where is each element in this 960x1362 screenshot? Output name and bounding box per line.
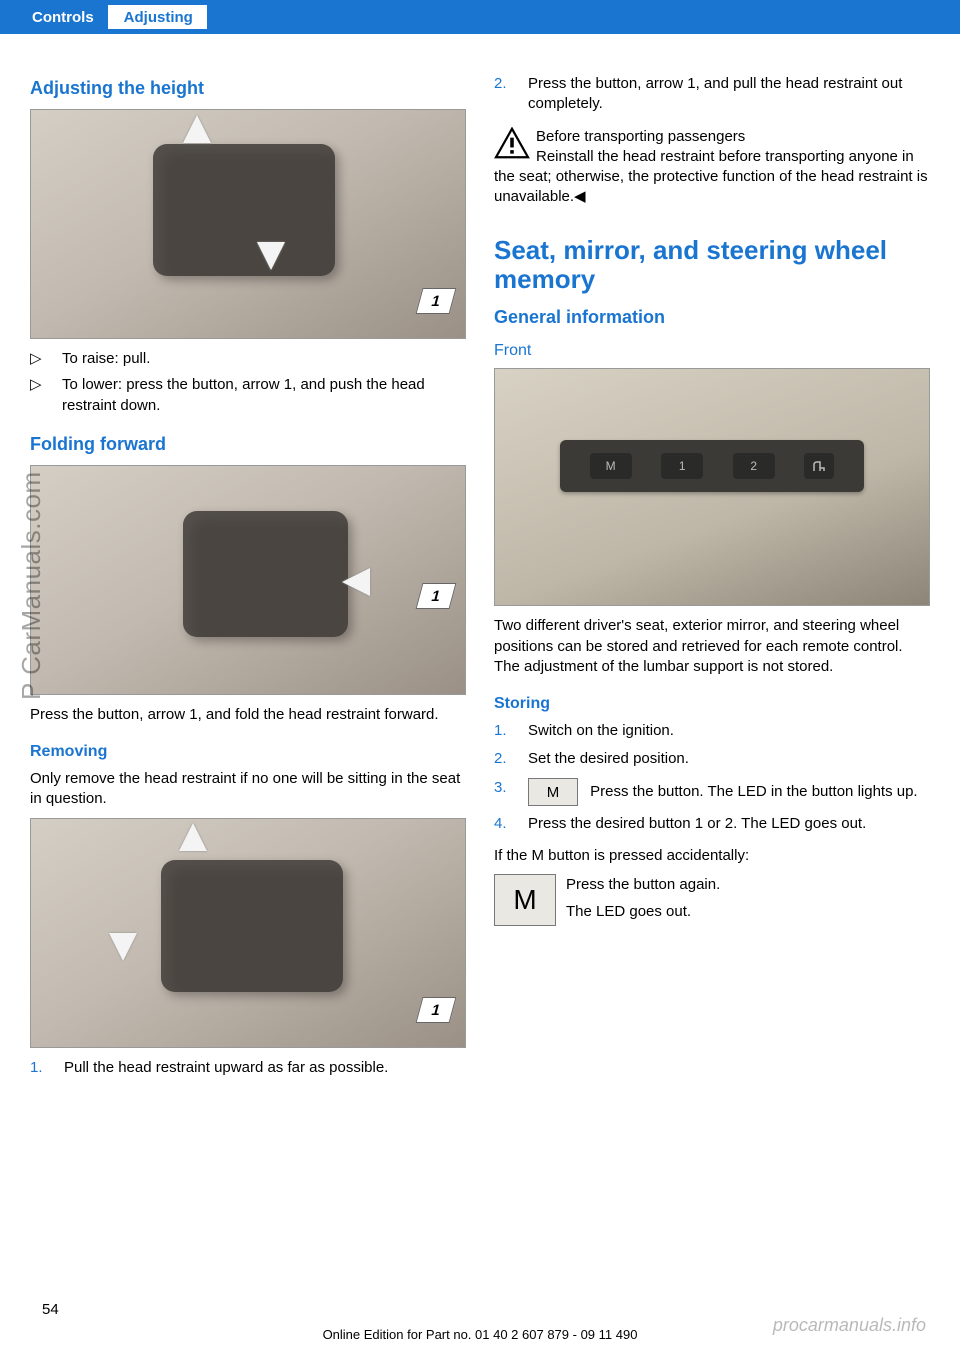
arrow-left-icon <box>342 568 370 596</box>
step-number: 2. <box>494 749 514 769</box>
step-number: 2. <box>494 74 514 115</box>
heading-general-info: General information <box>494 307 930 328</box>
removing-step-2: 2. Press the button, arrow 1, and pull t… <box>494 74 930 115</box>
step-text: Set the desired position. <box>528 749 930 769</box>
folding-text: Press the button, arrow 1, and fold the … <box>30 705 466 725</box>
bullet-text: To lower: press the button, arrow 1, and… <box>62 375 466 416</box>
m-button-icon: M <box>528 778 578 806</box>
step-3-text: Press the button. The LED in the button … <box>590 783 917 800</box>
figure-label-1: 1 <box>416 583 457 609</box>
header-adjusting-label: Adjusting <box>108 5 207 29</box>
headrest-illustration <box>153 144 335 276</box>
step-number: 1. <box>30 1058 50 1078</box>
front-description: Two different driver's seat, exterior mi… <box>494 616 930 677</box>
removing-text: Only remove the head restraint if no one… <box>30 769 466 810</box>
arrow-down-icon <box>109 933 137 961</box>
list-item: ▷ To raise: pull. <box>30 349 466 369</box>
content-area: Adjusting the height 1 ▷ To raise: pull.… <box>0 34 960 1090</box>
arrow-up-icon <box>179 823 207 851</box>
warning-block: Before transporting passengers Reinstall… <box>494 127 930 208</box>
arrow-up-icon <box>183 115 211 143</box>
step-text: Switch on the ignition. <box>528 721 930 741</box>
page-header: Controls Adjusting <box>0 0 960 34</box>
headrest-illustration <box>183 511 348 636</box>
step-text: M Press the button. The LED in the butto… <box>528 778 930 806</box>
m-accidental-text: If the M button is pressed accidentally: <box>494 846 930 866</box>
list-item: 4. Press the desired button 1 or 2. The … <box>494 814 930 834</box>
warning-body: Reinstall the head restraint before tran… <box>494 148 928 206</box>
memory-2-button: 2 <box>733 453 775 479</box>
list-item: 1. Pull the head restraint upward as far… <box>30 1058 466 1078</box>
step-text: Pull the head restraint upward as far as… <box>64 1058 466 1078</box>
heading-removing: Removing <box>30 743 466 761</box>
figure-memory-panel: M 1 2 <box>494 368 930 606</box>
list-item: 3. M Press the button. The LED in the bu… <box>494 778 930 806</box>
m-block-line2: The LED goes out. <box>494 901 930 922</box>
list-item: 2. Press the button, arrow 1, and pull t… <box>494 74 930 115</box>
step-text: Press the button, arrow 1, and pull the … <box>528 74 930 115</box>
headrest-illustration <box>161 860 343 992</box>
heading-front: Front <box>494 342 930 360</box>
warning-title: Before transporting passengers <box>494 127 930 147</box>
left-column: Adjusting the height 1 ▷ To raise: pull.… <box>30 74 466 1090</box>
arrow-down-icon <box>257 242 285 270</box>
memory-button-panel: M 1 2 <box>560 440 864 492</box>
list-item: 1. Switch on the ignition. <box>494 721 930 741</box>
memory-1-button: 1 <box>661 453 703 479</box>
heading-adjusting-height: Adjusting the height <box>30 78 466 99</box>
bullet-marker-icon: ▷ <box>30 349 50 369</box>
m-block-line1: Press the button again. <box>494 874 930 895</box>
footer-line: Online Edition for Part no. 01 40 2 607 … <box>0 1327 960 1342</box>
heading-storing: Storing <box>494 695 930 713</box>
list-item: ▷ To lower: press the button, arrow 1, a… <box>30 375 466 416</box>
heading-folding-forward: Folding forward <box>30 434 466 455</box>
bullet-text: To raise: pull. <box>62 349 150 369</box>
figure-folding: 1 <box>30 465 466 695</box>
step-number: 3. <box>494 778 514 806</box>
step-number: 1. <box>494 721 514 741</box>
step-number: 4. <box>494 814 514 834</box>
removing-steps: 1. Pull the head restraint upward as far… <box>30 1058 466 1078</box>
memory-m-button: M <box>590 453 632 479</box>
warning-triangle-icon <box>494 127 530 159</box>
side-watermark: P CarManuals.com <box>16 471 47 700</box>
step-text: Press the desired button 1 or 2. The LED… <box>528 814 930 834</box>
header-controls-label: Controls <box>0 0 106 34</box>
figure-height-adjust: 1 <box>30 109 466 339</box>
figure-label-1: 1 <box>416 288 457 314</box>
figure-removing: 1 <box>30 818 466 1048</box>
page-number: 54 <box>42 1301 59 1318</box>
heading-seat-mirror-memory: Seat, mirror, and steering wheel memory <box>494 236 930 296</box>
figure-label-1: 1 <box>416 997 457 1023</box>
list-item: 2. Set the desired position. <box>494 749 930 769</box>
seat-icon <box>804 453 834 479</box>
m-button-large-icon: M <box>494 874 556 926</box>
bullet-marker-icon: ▷ <box>30 375 50 416</box>
storing-steps: 1. Switch on the ignition. 2. Set the de… <box>494 721 930 834</box>
right-column: 2. Press the button, arrow 1, and pull t… <box>494 74 930 1090</box>
m-button-block: M Press the button again. The LED goes o… <box>494 874 930 926</box>
height-bullet-list: ▷ To raise: pull. ▷ To lower: press the … <box>30 349 466 416</box>
